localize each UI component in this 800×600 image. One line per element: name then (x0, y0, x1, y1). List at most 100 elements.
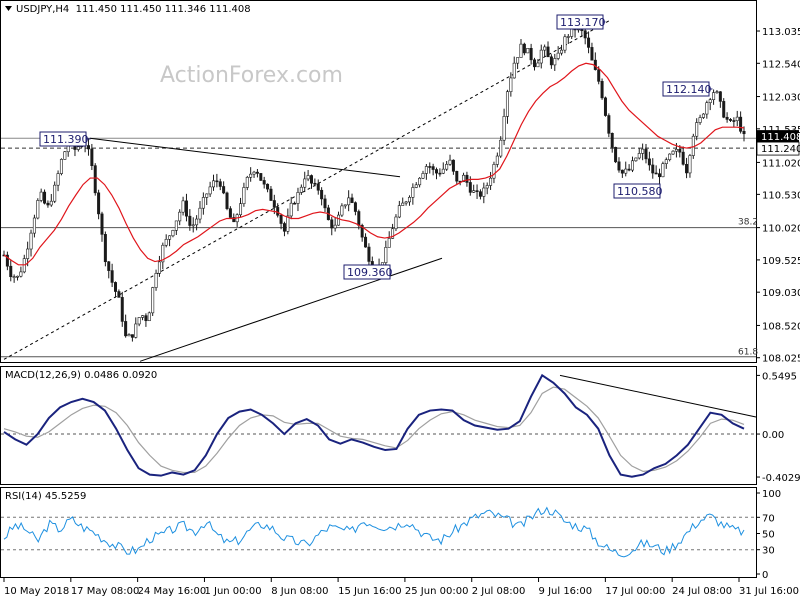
candle-body (418, 177, 422, 186)
candle-body (431, 166, 435, 170)
price-tick-label: 113.035 (762, 27, 800, 38)
candle-body (76, 146, 80, 150)
candle-body (587, 37, 591, 48)
candle-body (137, 317, 141, 325)
candle-body (333, 224, 337, 229)
candle-body (529, 48, 533, 61)
price-callout-label: 113.170 (560, 16, 606, 29)
collapse-arrow-icon[interactable] (5, 6, 12, 11)
candle-body (448, 159, 452, 165)
candle-body (43, 191, 47, 204)
candle-body (526, 48, 530, 54)
candle-body (343, 204, 347, 207)
candle-body (654, 172, 658, 175)
candle-body (5, 254, 9, 267)
price-y-axis: 113.035112.540112.030111.535111.020110.5… (756, 27, 800, 365)
candle-body (215, 180, 219, 183)
candle-body (293, 202, 297, 205)
price-callout-leader (86, 138, 91, 140)
candle-body (337, 214, 341, 226)
candle-body (144, 315, 148, 322)
candle-body (178, 211, 182, 222)
reference-price-label: 111.240 (761, 144, 800, 155)
candle-body (549, 56, 553, 66)
candle-body (411, 187, 415, 198)
candle-body (147, 312, 151, 322)
candle-body (360, 225, 364, 238)
candle-body (435, 169, 439, 174)
candle-body (184, 200, 188, 217)
candle-body (222, 186, 226, 194)
price-tick-label: 112.540 (762, 59, 800, 70)
candle-body (603, 97, 607, 116)
candle-body (610, 133, 614, 148)
candle-body (441, 168, 445, 174)
candle-body (56, 173, 60, 186)
candle-body (543, 46, 547, 51)
candle-body (634, 157, 638, 162)
x-tick-label: 17 May 08:00 (71, 586, 140, 597)
candle-body (512, 62, 516, 79)
rsi-panel-frame (0, 487, 757, 578)
candle-body (134, 323, 138, 338)
candle-body (208, 186, 212, 195)
candle-body (198, 207, 202, 220)
candle-body (678, 149, 682, 153)
candle-body (249, 173, 253, 178)
candle-body (272, 200, 276, 208)
candle-body (536, 62, 540, 68)
candle-body (107, 261, 111, 271)
candle-body (718, 91, 722, 102)
price-tick-label: 110.530 (762, 190, 800, 201)
price-tick-label: 108.520 (762, 321, 800, 332)
candle-body (465, 174, 469, 183)
macd-signal-line (3, 386, 745, 474)
candle-body (299, 186, 303, 193)
candle-body (492, 164, 496, 179)
candle-body (110, 270, 114, 283)
price-callout-label: 111.390 (43, 133, 89, 146)
candle-body (29, 232, 33, 250)
candle-body (330, 219, 334, 229)
candle-body (19, 271, 23, 277)
rsi-tick-label: 70 (762, 513, 775, 524)
candle-body (583, 30, 587, 39)
rsi-tick-label: 30 (762, 546, 775, 557)
candle-body (154, 273, 158, 288)
candle-body (404, 201, 408, 204)
candle-body (556, 52, 560, 59)
candle-body (397, 205, 401, 218)
candle-body (36, 200, 40, 219)
candle-body (201, 197, 205, 209)
candle-body (407, 197, 411, 203)
candle-body (12, 276, 16, 278)
candle-body (296, 192, 300, 204)
candle-body (671, 150, 675, 155)
candle-body (624, 168, 628, 174)
candle-body (607, 115, 611, 134)
candle-body (688, 155, 692, 174)
candle-body (384, 247, 388, 263)
candle-body (188, 215, 192, 226)
candle-body (597, 69, 601, 82)
price-horizontal-lines: 38.2 61.8 (1, 137, 758, 358)
candle-body (695, 122, 699, 137)
candle-body (100, 213, 104, 235)
candle-body (489, 177, 493, 186)
candle-body (127, 334, 131, 337)
candle-body (725, 116, 729, 120)
candle-body (120, 297, 124, 322)
candle-body (438, 172, 442, 175)
candle-body (664, 159, 668, 164)
macd-tick-label: 0.00 (762, 430, 784, 441)
rsi-line (3, 506, 745, 558)
candle-body (644, 148, 648, 160)
dashed-channel-line (3, 19, 611, 360)
candle-body (516, 57, 520, 64)
candle-body (462, 174, 466, 183)
candle-body (211, 180, 215, 188)
candle-body (475, 190, 479, 192)
fib-label-38: 38.2 (738, 218, 758, 228)
candle-body (39, 191, 43, 201)
candle-body (728, 119, 732, 121)
